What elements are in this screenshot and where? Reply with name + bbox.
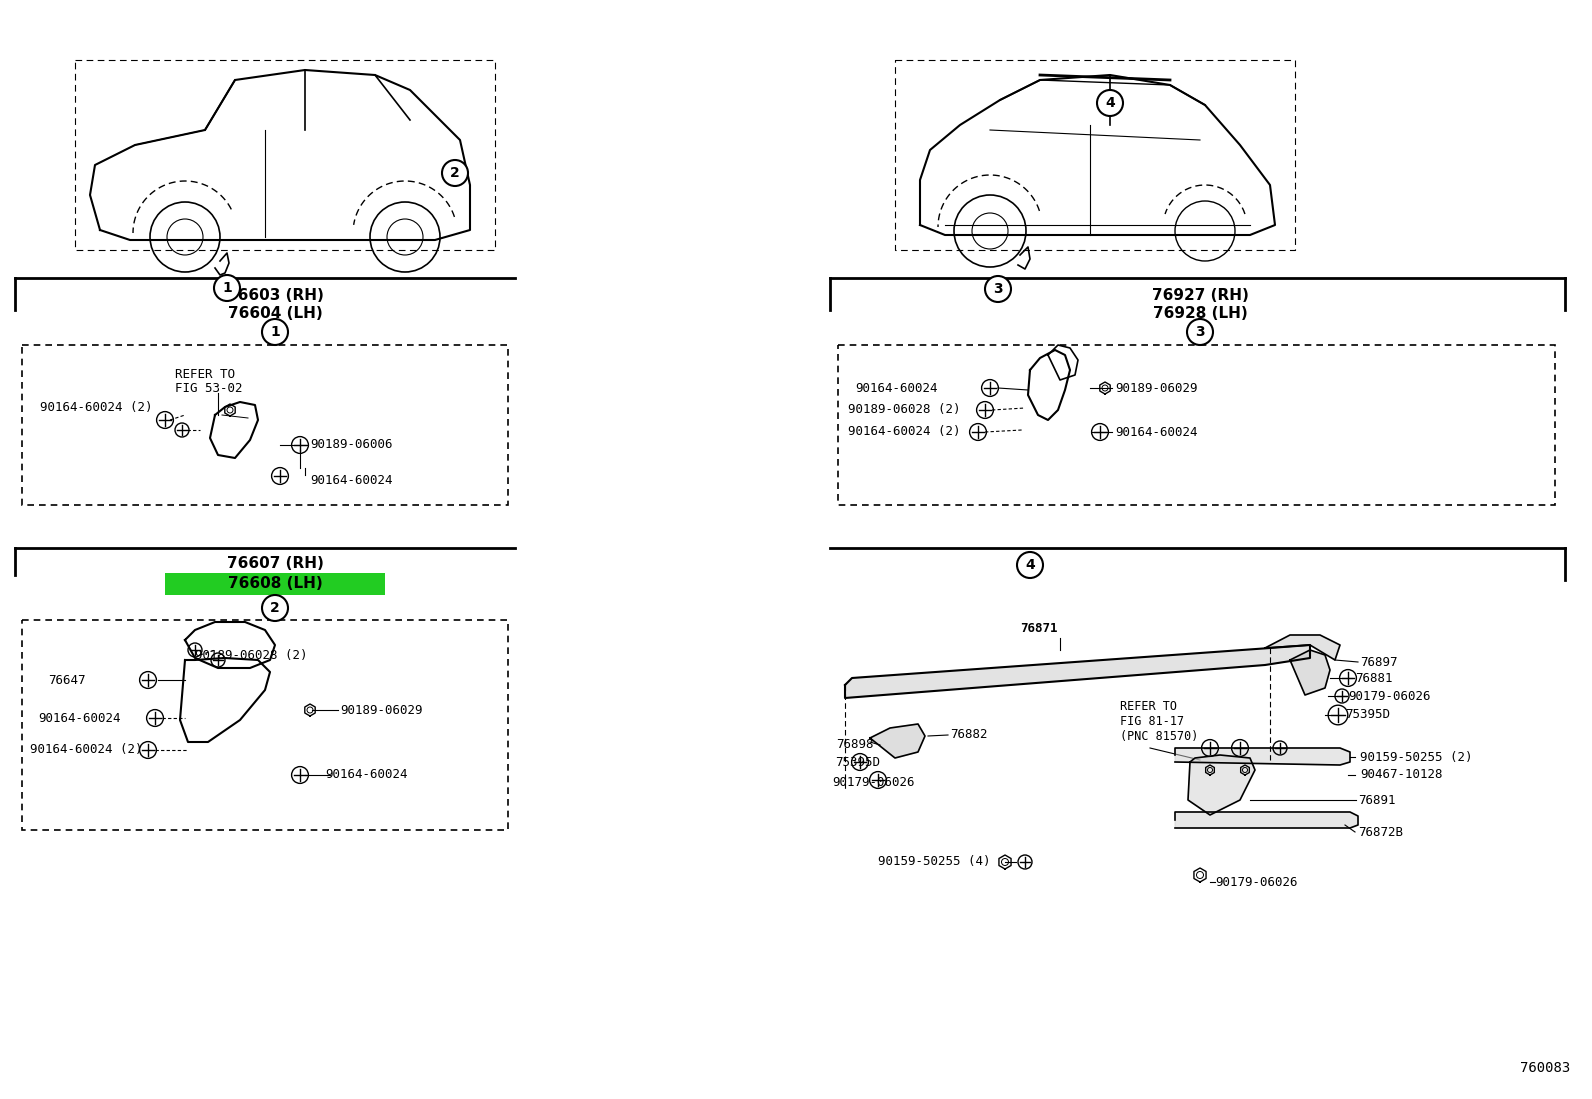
Text: 76603 (RH): 76603 (RH) (226, 288, 323, 302)
Circle shape (1017, 552, 1043, 578)
Text: 76898: 76898 (836, 739, 874, 752)
Text: 4: 4 (1105, 96, 1114, 110)
Text: FIG 81-17: FIG 81-17 (1121, 715, 1184, 728)
Text: 90467-10128: 90467-10128 (1360, 768, 1442, 781)
Text: 90189-06029: 90189-06029 (341, 703, 422, 717)
Text: REFER TO: REFER TO (1121, 700, 1176, 713)
Circle shape (213, 275, 240, 301)
Text: 76882: 76882 (950, 729, 987, 742)
Text: 76647: 76647 (48, 674, 86, 687)
Circle shape (1188, 319, 1213, 345)
Bar (837, 345, 1555, 506)
Polygon shape (845, 645, 1310, 698)
Bar (22, 345, 508, 506)
Text: 90179-06026: 90179-06026 (1348, 689, 1431, 702)
Polygon shape (1175, 812, 1358, 828)
Text: 75395D: 75395D (1345, 709, 1390, 722)
Text: 76881: 76881 (1355, 671, 1393, 685)
Text: 90164-60024 (2): 90164-60024 (2) (849, 425, 960, 439)
Text: 1: 1 (223, 281, 232, 295)
Text: 2: 2 (451, 166, 460, 180)
Text: 90189-06029: 90189-06029 (1114, 381, 1197, 395)
Text: 76608 (LH): 76608 (LH) (228, 577, 322, 591)
Text: 90164-60024: 90164-60024 (855, 381, 938, 395)
Text: 90179-06026: 90179-06026 (1215, 876, 1297, 888)
Text: 90164-60024: 90164-60024 (1114, 425, 1197, 439)
Text: 76607 (RH): 76607 (RH) (226, 555, 323, 570)
Text: 90179-06026: 90179-06026 (833, 776, 914, 788)
Text: 90159-50255 (4): 90159-50255 (4) (879, 855, 990, 868)
Text: 90164-60024 (2): 90164-60024 (2) (30, 744, 143, 756)
Text: 90189-06006: 90189-06006 (310, 439, 393, 452)
Text: 2: 2 (271, 601, 280, 615)
Text: 90164-60024: 90164-60024 (38, 711, 121, 724)
Bar (22, 620, 508, 830)
Text: 760083: 760083 (1520, 1061, 1570, 1075)
Circle shape (263, 319, 288, 345)
Circle shape (443, 160, 468, 186)
Text: 3: 3 (993, 282, 1003, 296)
Text: 76604 (LH): 76604 (LH) (228, 306, 322, 321)
Text: 90189-06028 (2): 90189-06028 (2) (849, 403, 960, 417)
Polygon shape (869, 724, 925, 758)
Polygon shape (1188, 755, 1254, 815)
Polygon shape (1266, 635, 1340, 660)
Text: 75395D: 75395D (834, 755, 880, 768)
Text: FIG 53-02: FIG 53-02 (175, 382, 242, 395)
Text: 1: 1 (271, 325, 280, 338)
Text: 90189-06028 (2): 90189-06028 (2) (194, 648, 307, 662)
Text: 90164-60024 (2): 90164-60024 (2) (40, 401, 153, 414)
Text: 76891: 76891 (1358, 793, 1396, 807)
Text: REFER TO: REFER TO (175, 368, 236, 381)
Polygon shape (1290, 650, 1329, 695)
Circle shape (985, 276, 1011, 302)
Text: 76927 (RH): 76927 (RH) (1151, 288, 1248, 302)
Text: 76928 (LH): 76928 (LH) (1153, 306, 1248, 321)
Text: 76872B: 76872B (1358, 825, 1403, 839)
Text: 76897: 76897 (1360, 655, 1398, 668)
Text: 90164-60024: 90164-60024 (310, 474, 393, 487)
Text: 90164-60024: 90164-60024 (325, 768, 408, 781)
Polygon shape (1175, 748, 1350, 765)
Text: 76871: 76871 (1020, 622, 1057, 635)
Circle shape (1097, 90, 1122, 116)
Text: 3: 3 (1196, 325, 1205, 338)
Bar (166, 573, 385, 595)
Text: 90159-50255 (2): 90159-50255 (2) (1360, 751, 1473, 764)
Text: 4: 4 (1025, 558, 1035, 571)
Circle shape (263, 595, 288, 621)
Text: (PNC 81570): (PNC 81570) (1121, 730, 1199, 743)
